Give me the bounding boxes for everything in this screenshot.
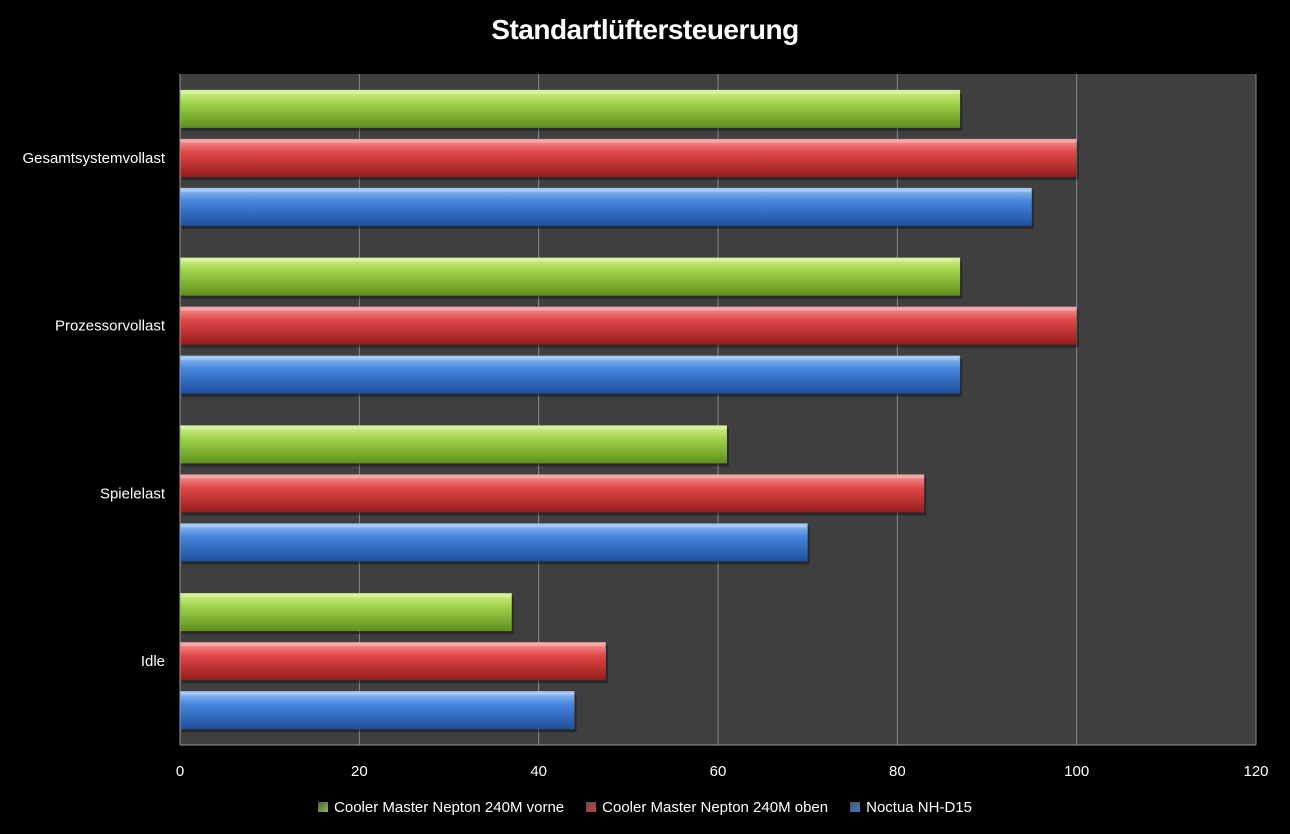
grid-lines: [358, 74, 1257, 745]
chart-title: Standartlüftersteuerung: [491, 14, 799, 45]
bar-highlight: [180, 524, 807, 528]
bar-vorne: [180, 89, 961, 128]
bar-oben: [180, 306, 1077, 345]
bar-highlight: [180, 692, 574, 696]
bar-vorne: [180, 593, 512, 632]
bar-highlight: [180, 139, 1076, 143]
bar-highlight: [180, 356, 960, 360]
x-tick-label: 120: [1243, 763, 1268, 780]
bar-noctua: [180, 355, 961, 394]
bar-oben: [180, 138, 1077, 177]
bar-vorne: [180, 257, 961, 296]
x-tick-label: 100: [1064, 763, 1089, 780]
bar-highlight: [180, 258, 960, 262]
bar-noctua: [180, 187, 1032, 226]
bar-highlight: [180, 475, 924, 479]
bar-highlight: [180, 90, 960, 94]
x-tick-label: 20: [351, 763, 368, 780]
bar-noctua: [180, 523, 808, 562]
legend-label: Cooler Master Nepton 240M vorne: [334, 798, 565, 816]
x-tick-label: 40: [530, 763, 547, 780]
legend-swatch: [850, 802, 861, 812]
legend-label: Cooler Master Nepton 240M oben: [602, 798, 829, 816]
legend-item: Cooler Master Nepton 240M vorne: [318, 799, 564, 816]
x-tick-label: 80: [889, 763, 906, 780]
category-label: Prozessorvollast: [55, 318, 166, 335]
bar-highlight: [180, 643, 605, 647]
bar-highlight: [180, 594, 511, 598]
x-tick-label: 60: [710, 763, 727, 780]
bar-vorne: [180, 425, 727, 464]
bar-highlight: [180, 188, 1031, 192]
legend-swatch: [318, 802, 329, 812]
legend-swatch: [586, 802, 597, 812]
bar-highlight: [180, 426, 726, 430]
category-label: Idle: [141, 653, 165, 670]
category-label: Gesamtsystemvollast: [22, 150, 165, 167]
bars: [180, 89, 1079, 733]
bar-highlight: [180, 307, 1076, 311]
legend-item: Noctua NH-D15: [850, 799, 972, 816]
legend-item: Cooler Master Nepton 240M oben: [586, 799, 828, 816]
x-tick-label: 0: [176, 763, 184, 780]
bar-oben: [180, 642, 606, 681]
axes: 0 20 40 60 80 100 120 Gesamtsystemvollast Prozes…: [22, 74, 1269, 780]
legend-label: Noctua NH-D15: [866, 798, 972, 816]
legend: Cooler Master Nepton 240M vorne Cooler Ma…: [0, 797, 1290, 817]
bar-noctua: [180, 691, 575, 730]
bar-oben: [180, 474, 925, 513]
category-label: Spielelast: [100, 485, 166, 502]
